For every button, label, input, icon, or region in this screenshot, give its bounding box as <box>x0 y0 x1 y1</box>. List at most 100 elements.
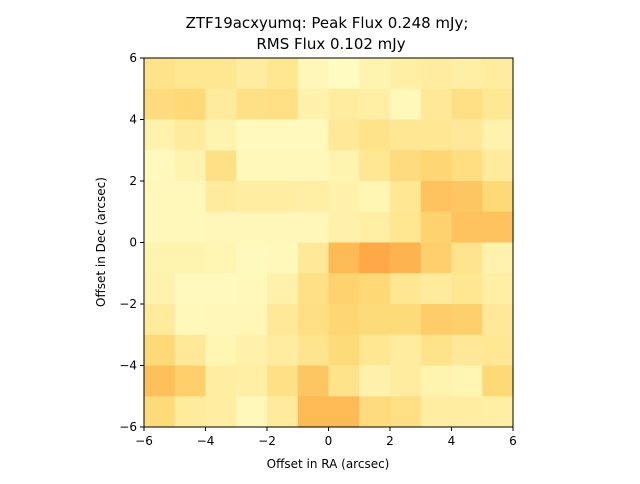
y-tick-label: −2 <box>119 297 137 311</box>
heatmap-cell <box>144 88 176 121</box>
heatmap-cell <box>420 119 453 151</box>
heatmap-cell <box>174 88 207 121</box>
heatmap-cell <box>174 334 207 367</box>
heatmap-cell <box>144 242 176 274</box>
heatmap-cell <box>390 58 422 90</box>
chart-title-line-2: RMS Flux 0.102 mJy <box>256 35 405 53</box>
heatmap-cell <box>482 211 514 244</box>
heatmap-cell <box>451 242 483 274</box>
heatmap-cell <box>174 396 207 428</box>
heatmap-cell <box>144 58 176 90</box>
heatmap-cell <box>390 211 422 244</box>
heatmap-cell <box>359 211 391 244</box>
heatmap-cell <box>267 181 299 213</box>
heatmap-cell <box>205 150 237 182</box>
x-tick-label: −4 <box>197 434 215 448</box>
heatmap-cell <box>236 88 268 121</box>
heatmap-cell <box>144 211 176 244</box>
heatmap-cell <box>144 365 176 397</box>
heatmap-cell <box>236 365 268 397</box>
heatmap-cell <box>451 273 483 305</box>
heatmap-cell <box>451 365 483 397</box>
heatmap-cell <box>297 88 330 121</box>
y-axis-label: Offset in Dec (arcsec) <box>94 177 108 307</box>
heatmap-cell <box>451 88 483 121</box>
heatmap-cell <box>451 119 483 151</box>
heatmap-cell <box>359 396 391 428</box>
heatmap-cell <box>297 119 330 151</box>
heatmap-cell <box>390 365 422 397</box>
y-tick-label: 6 <box>129 51 137 65</box>
x-tick-label: 4 <box>448 434 456 448</box>
heatmap-cell <box>420 58 453 90</box>
heatmap-cell <box>390 88 422 121</box>
heatmap-cell <box>174 304 207 336</box>
heatmap-cell <box>267 119 299 151</box>
chart-title-line-1: ZTF19acxyumq: Peak Flux 0.248 mJy; <box>186 14 469 32</box>
heatmap-cell <box>482 119 514 151</box>
heatmap-cell <box>420 181 453 213</box>
heatmap-cell <box>451 396 483 428</box>
heatmap-cell <box>420 242 453 274</box>
heatmap-cell <box>328 304 360 336</box>
heatmap-cell <box>297 273 330 305</box>
heatmap-cell <box>328 365 360 397</box>
y-tick-label: 0 <box>129 236 137 250</box>
heatmap-cell <box>174 58 207 90</box>
heatmap-cell <box>359 58 391 90</box>
heatmap-cell <box>297 396 330 428</box>
heatmap-cell <box>359 273 391 305</box>
heatmap-cell <box>267 211 299 244</box>
heatmap-cell <box>236 242 268 274</box>
heatmap-cell <box>328 119 360 151</box>
heatmap-cell <box>297 365 330 397</box>
heatmap-cell <box>174 211 207 244</box>
heatmap-cell <box>297 150 330 182</box>
heatmap-cell <box>359 88 391 121</box>
x-tick-label: 0 <box>325 434 333 448</box>
heatmap-cell <box>359 150 391 182</box>
heatmap-cell <box>420 150 453 182</box>
heatmap-cell <box>482 304 514 336</box>
heatmap-cell <box>390 119 422 151</box>
heatmap-cell <box>236 150 268 182</box>
heatmap-cell <box>420 88 453 121</box>
heatmap-cell <box>205 211 237 244</box>
heatmap-cell <box>205 242 237 274</box>
x-axis-label: Offset in RA (arcsec) <box>267 457 390 471</box>
heatmap-cell <box>267 273 299 305</box>
heatmap-cell <box>390 273 422 305</box>
heatmap-cell <box>451 304 483 336</box>
heatmap-cell <box>267 304 299 336</box>
heatmap-cell <box>174 119 207 151</box>
heatmap-cell <box>390 242 422 274</box>
heatmap-cell <box>390 334 422 367</box>
y-axis-ticks: −6 −4 −2 0 2 4 6 <box>119 51 144 434</box>
y-tick-label: −4 <box>119 359 137 373</box>
heatmap-cell <box>482 365 514 397</box>
heatmap-cell <box>236 273 268 305</box>
heatmap-cell <box>174 181 207 213</box>
heatmap-cell <box>144 334 176 367</box>
heatmap-cell <box>420 304 453 336</box>
y-tick-label: −6 <box>119 420 137 434</box>
heatmap-cell <box>420 396 453 428</box>
heatmap-cell <box>420 365 453 397</box>
heatmap-cell <box>390 150 422 182</box>
heatmap-cell <box>297 58 330 90</box>
heatmap-cell <box>144 304 176 336</box>
heatmap-cell <box>174 365 207 397</box>
heatmap-cell <box>390 181 422 213</box>
heatmap-cell <box>451 334 483 367</box>
heatmap-cell <box>482 242 514 274</box>
heatmap-cell <box>236 304 268 336</box>
heatmap-cell <box>267 365 299 397</box>
x-axis-ticks: −6 −4 −2 0 2 4 6 <box>135 427 517 448</box>
heatmap-cell <box>359 242 391 274</box>
heatmap-cell <box>328 181 360 213</box>
heatmap-cell <box>359 304 391 336</box>
heatmap-cell <box>205 334 237 367</box>
heatmap-cell <box>359 119 391 151</box>
heatmap-cell <box>267 396 299 428</box>
